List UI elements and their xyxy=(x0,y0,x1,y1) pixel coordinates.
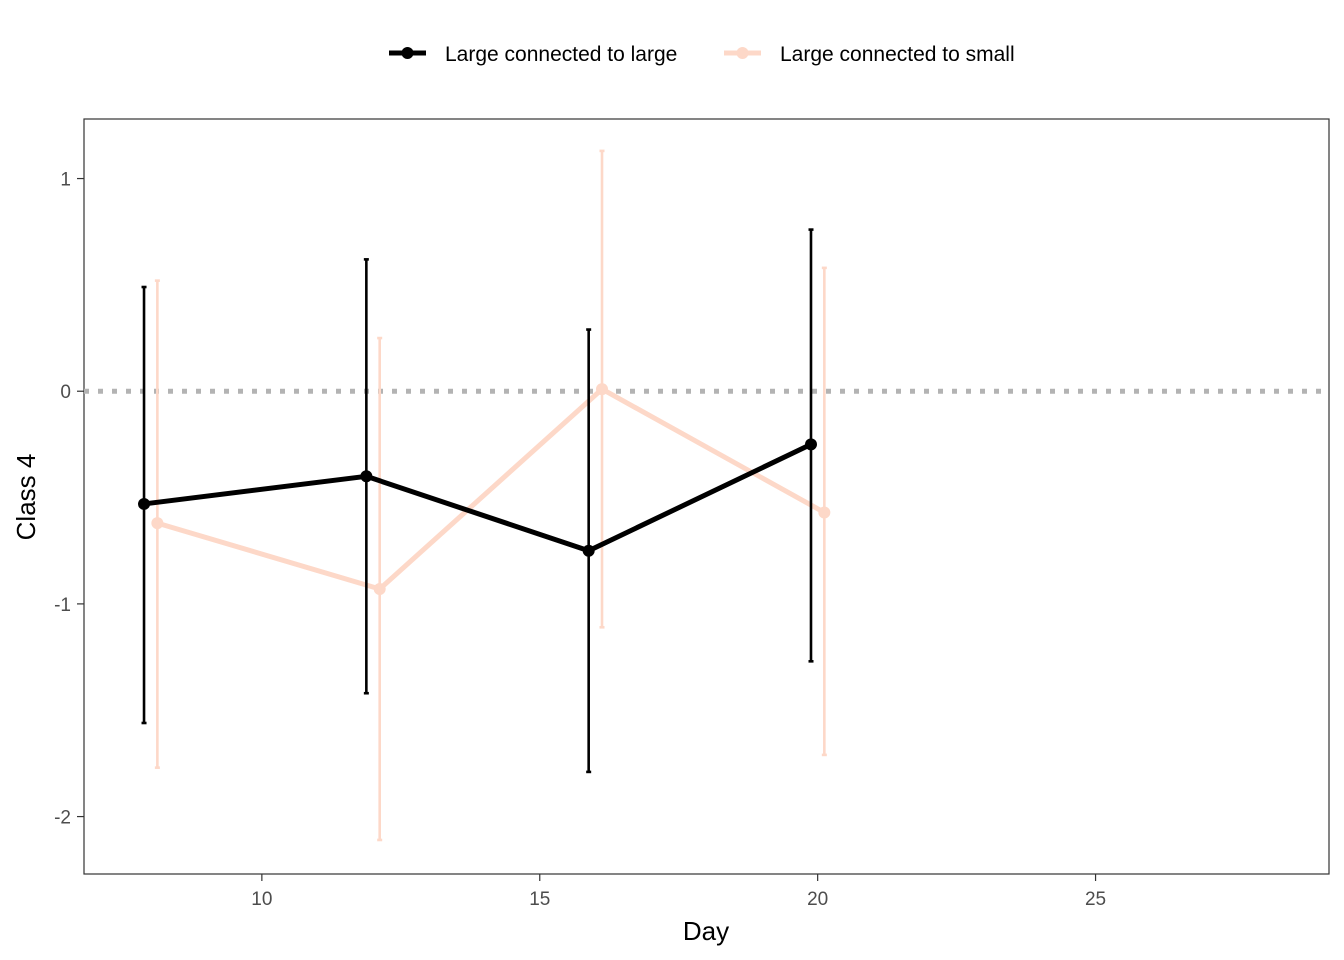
y-tick-label: 0 xyxy=(60,382,71,403)
y-tick-label: -1 xyxy=(54,595,71,616)
data-point xyxy=(151,517,164,530)
legend-label: Large connected to large xyxy=(445,43,677,66)
series-1 xyxy=(151,149,831,842)
y-axis: -2 -1 0 1 xyxy=(54,170,84,829)
y-tick-label: 1 xyxy=(60,170,71,191)
legend-key-point xyxy=(736,47,749,59)
data-point xyxy=(804,438,817,451)
x-tick-label: 10 xyxy=(251,889,272,910)
x-tick-label: 25 xyxy=(1085,889,1106,910)
data-point xyxy=(373,583,386,596)
x-axis: 10 15 20 25 xyxy=(251,874,1106,910)
data-point xyxy=(582,544,595,557)
data-point xyxy=(596,383,609,396)
data-point xyxy=(138,497,151,510)
legend-key-point xyxy=(401,47,414,59)
series-0 xyxy=(138,228,817,774)
x-axis-title: Day xyxy=(683,916,729,946)
data-point xyxy=(360,470,373,483)
series-layer xyxy=(138,149,831,842)
series-line xyxy=(156,386,826,592)
y-axis-title: Class 4 xyxy=(11,454,41,541)
data-point xyxy=(818,506,831,519)
x-tick-label: 20 xyxy=(807,889,828,910)
legend: Large connected to large Large connected … xyxy=(389,43,1015,66)
y-tick-label: -2 xyxy=(54,808,71,829)
series-line xyxy=(143,442,813,554)
legend-label: Large connected to small xyxy=(780,43,1015,66)
legend-item-1: Large connected to small xyxy=(724,43,1015,66)
x-tick-label: 15 xyxy=(529,889,550,910)
legend-item-0: Large connected to large xyxy=(389,43,677,66)
